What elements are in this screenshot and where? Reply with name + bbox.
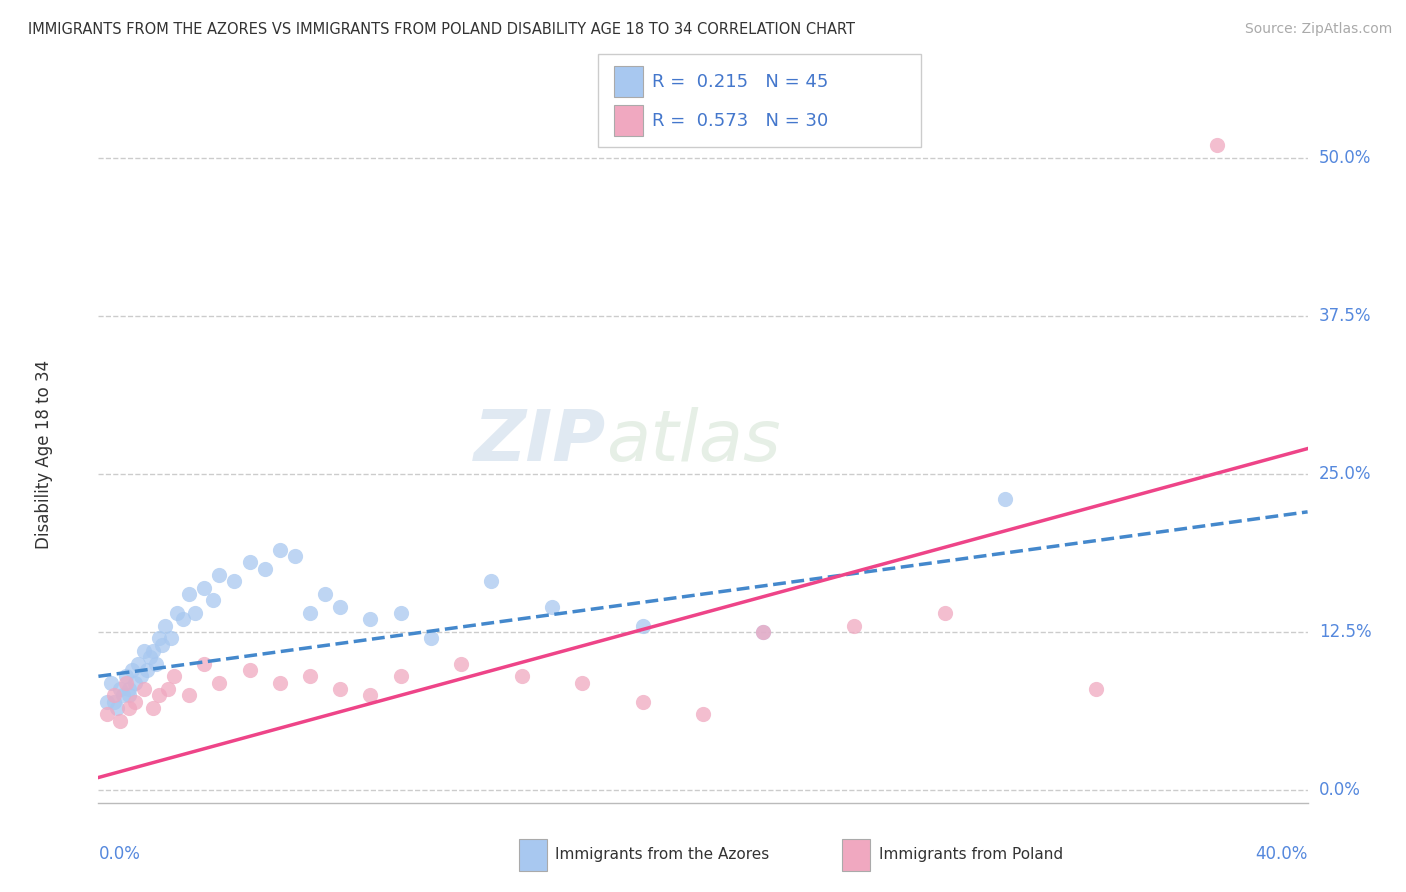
- Text: 37.5%: 37.5%: [1319, 307, 1371, 325]
- Point: [108, 714, 131, 728]
- Point: [239, 663, 262, 677]
- Point: [844, 618, 866, 632]
- Point: [129, 669, 152, 683]
- Text: 0.0%: 0.0%: [98, 845, 141, 863]
- Point: [692, 707, 714, 722]
- Point: [124, 675, 146, 690]
- Point: [132, 644, 155, 658]
- Point: [299, 669, 322, 683]
- Point: [103, 688, 125, 702]
- Point: [96, 707, 118, 722]
- Point: [118, 701, 141, 715]
- Point: [314, 587, 336, 601]
- Point: [172, 612, 194, 626]
- Point: [156, 681, 179, 696]
- Point: [142, 701, 165, 715]
- Point: [934, 606, 956, 620]
- Point: [571, 675, 593, 690]
- Point: [631, 695, 654, 709]
- Text: 25.0%: 25.0%: [1319, 465, 1371, 483]
- Point: [105, 701, 128, 715]
- Point: [269, 542, 291, 557]
- Point: [193, 657, 215, 671]
- Point: [148, 632, 170, 646]
- Text: Immigrants from Poland: Immigrants from Poland: [879, 847, 1063, 863]
- Text: Immigrants from the Azores: Immigrants from the Azores: [555, 847, 769, 863]
- Point: [124, 695, 146, 709]
- Point: [103, 695, 125, 709]
- Point: [752, 625, 775, 640]
- Point: [163, 669, 186, 683]
- Point: [284, 549, 307, 563]
- Point: [360, 688, 382, 702]
- Point: [269, 675, 291, 690]
- Point: [208, 568, 231, 582]
- Point: [108, 681, 131, 696]
- Point: [148, 688, 170, 702]
- Text: Source: ZipAtlas.com: Source: ZipAtlas.com: [1244, 22, 1392, 37]
- Point: [420, 632, 443, 646]
- Point: [202, 593, 225, 607]
- Point: [329, 681, 352, 696]
- Point: [994, 492, 1017, 507]
- Text: Disability Age 18 to 34: Disability Age 18 to 34: [35, 360, 53, 549]
- Text: ZIP: ZIP: [474, 407, 606, 475]
- Point: [111, 688, 134, 702]
- Point: [114, 669, 136, 683]
- Point: [360, 612, 382, 626]
- Point: [752, 625, 775, 640]
- Text: 50.0%: 50.0%: [1319, 149, 1371, 167]
- Point: [179, 688, 201, 702]
- Point: [1206, 138, 1229, 153]
- Point: [239, 556, 262, 570]
- Point: [450, 657, 472, 671]
- Text: R =  0.215   N = 45: R = 0.215 N = 45: [652, 72, 828, 91]
- Point: [389, 669, 412, 683]
- Point: [253, 562, 276, 576]
- Point: [145, 657, 167, 671]
- Text: 40.0%: 40.0%: [1256, 845, 1308, 863]
- Point: [142, 644, 165, 658]
- Text: atlas: atlas: [606, 407, 780, 475]
- Point: [96, 695, 118, 709]
- Point: [299, 606, 322, 620]
- Point: [224, 574, 246, 589]
- Text: 12.5%: 12.5%: [1319, 623, 1371, 641]
- Point: [179, 587, 201, 601]
- Point: [135, 663, 157, 677]
- Point: [150, 638, 173, 652]
- Point: [121, 663, 143, 677]
- Text: 0.0%: 0.0%: [1319, 781, 1361, 799]
- Point: [540, 599, 562, 614]
- Point: [510, 669, 533, 683]
- Point: [118, 681, 141, 696]
- Point: [193, 581, 215, 595]
- Point: [631, 618, 654, 632]
- Point: [329, 599, 352, 614]
- Point: [481, 574, 503, 589]
- Point: [208, 675, 231, 690]
- Point: [1085, 681, 1108, 696]
- Text: IMMIGRANTS FROM THE AZORES VS IMMIGRANTS FROM POLAND DISABILITY AGE 18 TO 34 COR: IMMIGRANTS FROM THE AZORES VS IMMIGRANTS…: [28, 22, 855, 37]
- Point: [153, 618, 176, 632]
- Point: [160, 632, 183, 646]
- Point: [114, 675, 136, 690]
- Point: [127, 657, 149, 671]
- Point: [132, 681, 155, 696]
- Point: [100, 675, 122, 690]
- Point: [184, 606, 207, 620]
- Point: [166, 606, 188, 620]
- Point: [139, 650, 162, 665]
- Point: [389, 606, 412, 620]
- Point: [118, 688, 141, 702]
- Text: R =  0.573   N = 30: R = 0.573 N = 30: [652, 112, 828, 130]
